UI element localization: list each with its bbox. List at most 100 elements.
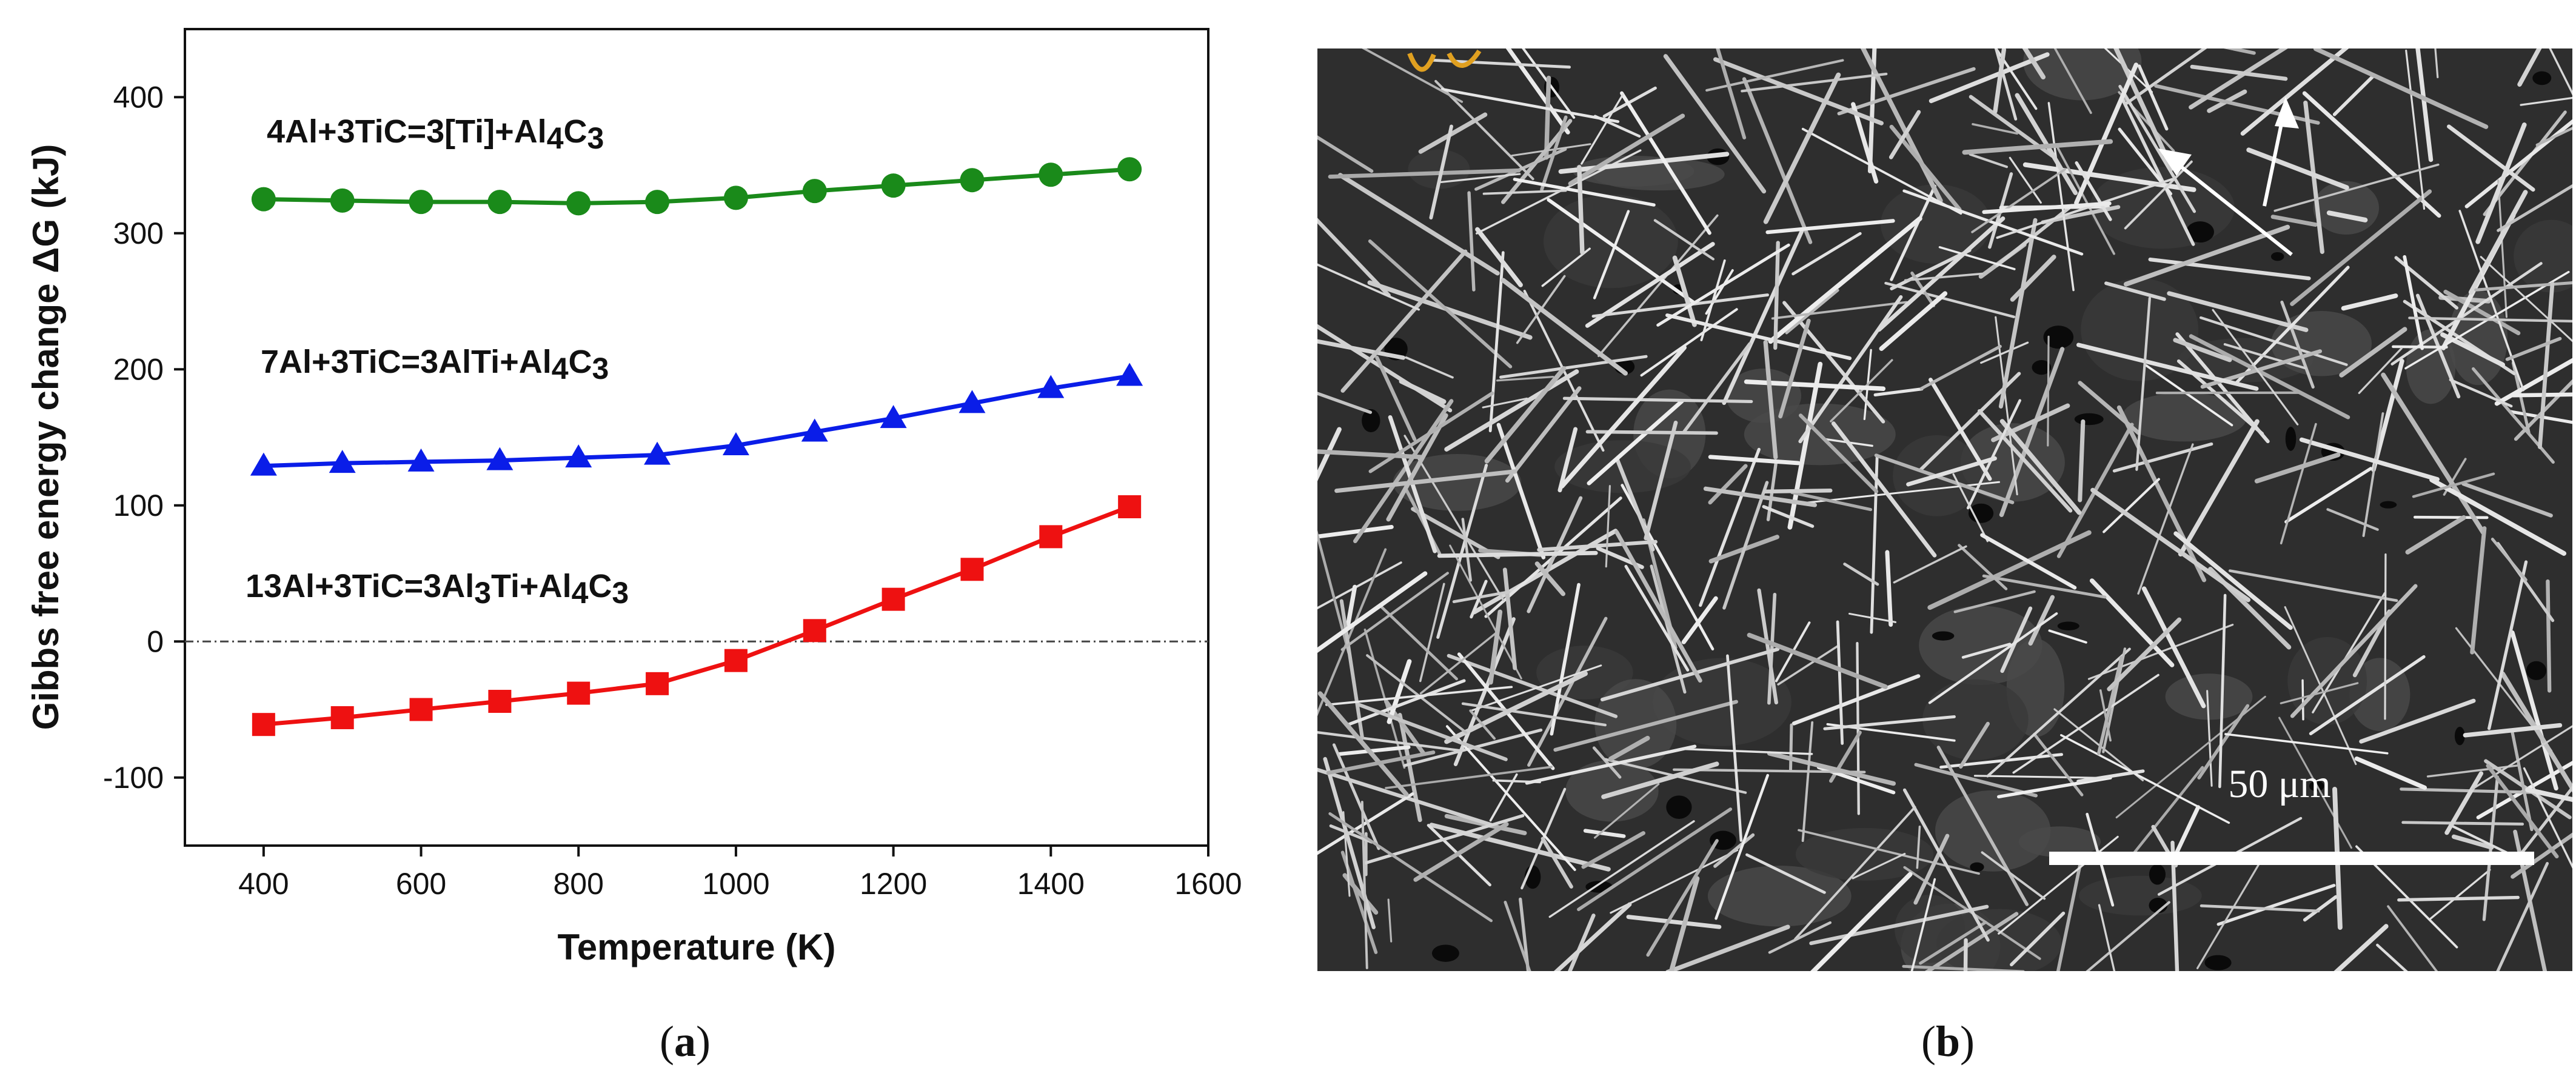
needle-443 (2538, 281, 2555, 449)
needle-444 (1726, 654, 1743, 842)
needle-107 (2112, 442, 2213, 473)
needle-359 (1801, 127, 1962, 215)
needle-263 (1379, 605, 1458, 681)
needle-51 (2429, 869, 2491, 920)
needle-280 (1938, 246, 2016, 270)
needle-350 (1997, 776, 2112, 799)
needle-511 (1928, 612, 2058, 704)
needle-375 (1525, 744, 1697, 785)
needle-456 (1541, 837, 1573, 889)
needle-307 (2273, 163, 2440, 212)
needle-48 (1499, 355, 1648, 379)
pore-24 (2149, 898, 2168, 913)
needle-98 (1884, 281, 2016, 318)
orange-mark (1407, 49, 1482, 72)
needle-276 (2173, 531, 2293, 630)
needle-165 (2500, 671, 2572, 793)
micrograph-texture (1317, 48, 2572, 971)
needle-393 (1534, 561, 1565, 596)
needle-18 (2284, 467, 2373, 524)
plot-frame (184, 28, 1209, 847)
needle-22 (1522, 48, 1576, 119)
needle-29 (1973, 775, 2096, 779)
needle-322 (2224, 733, 2389, 755)
needle-156 (1387, 898, 1393, 943)
needle-217 (1387, 659, 1412, 724)
x-tick-label-3: 1000 (702, 867, 769, 901)
x-tick-label-2: 800 (554, 867, 604, 901)
needle-339 (2429, 477, 2567, 556)
needle-472 (1340, 572, 1449, 651)
needle-371 (1763, 72, 1841, 224)
needle-191 (2278, 716, 2353, 849)
needle-299 (2468, 190, 2528, 295)
needle-62 (2359, 698, 2476, 744)
series-1-point-7 (801, 418, 828, 442)
needle-390 (2124, 160, 2193, 230)
needle-435 (2358, 347, 2403, 395)
needle-381 (1591, 293, 1769, 318)
needle-372 (2403, 255, 2424, 350)
needle-133 (1429, 823, 1611, 872)
needle-0 (2476, 761, 2572, 820)
needle-495 (2397, 895, 2520, 902)
grain-10 (2122, 392, 2247, 442)
needle-421 (1848, 612, 1897, 623)
needle-494 (1716, 48, 1747, 140)
grain-25 (1919, 606, 2042, 686)
needle-514 (1982, 201, 2112, 215)
needle-464 (1405, 356, 1454, 379)
needle-392 (1681, 342, 1751, 435)
needle-245 (1500, 278, 1628, 376)
needle-122 (1399, 379, 1447, 404)
needle-345 (1963, 938, 1968, 971)
needle-219 (1541, 247, 1591, 287)
needle-72 (1447, 653, 1618, 718)
needle-289 (1444, 671, 1588, 744)
needle-211 (2333, 924, 2389, 971)
needle-368 (2299, 437, 2440, 482)
needle-412 (2000, 606, 2033, 673)
needle-99 (2475, 122, 2527, 244)
needle-504 (2212, 309, 2299, 426)
needle-227 (1550, 583, 1581, 736)
series-2-point-11 (1118, 495, 1142, 518)
needle-234 (1852, 852, 1906, 880)
needle-325 (2047, 102, 2075, 292)
needle-369 (2089, 578, 2175, 667)
needle-69 (2056, 852, 2084, 971)
needle-463 (2076, 769, 2145, 783)
needle-254 (1885, 550, 1893, 627)
chart-panel: 400 600 800 1000 1200 1400 1600 -100 0 100 200 300 4… (25, 28, 1242, 1066)
needle-285 (2523, 767, 2572, 869)
needle-310 (1809, 904, 1989, 946)
needle-137 (1317, 524, 1394, 539)
needle-278 (1470, 579, 1488, 619)
needle-261 (1762, 505, 1815, 528)
scale-bar-label: 50 μm (2228, 762, 2330, 806)
needle-492 (2254, 452, 2341, 484)
needle-158 (1843, 563, 1879, 586)
needle-238 (2190, 64, 2288, 81)
needle-308 (1568, 113, 1685, 186)
series-1-point-10 (1037, 375, 1065, 398)
needle-24 (2178, 419, 2260, 556)
series-2-point-10 (1039, 525, 1063, 549)
needle-306 (1366, 654, 1468, 734)
needle-224 (2401, 821, 2524, 826)
needle-388 (2076, 342, 2259, 391)
needle-395 (1317, 691, 1409, 797)
needle-250 (1644, 420, 1678, 541)
needle-118 (1436, 464, 1488, 639)
needle-431 (1762, 489, 1833, 494)
needle-418 (1790, 490, 1873, 512)
needle-477 (1482, 397, 1528, 409)
needle-499 (1646, 839, 1719, 957)
needle-290 (2102, 647, 2127, 753)
series-line-0 (263, 167, 1130, 205)
x-axis-title: Temperature (K) (558, 927, 836, 967)
needle-23 (2511, 361, 2531, 435)
needle-316 (1488, 609, 1503, 685)
needle-279 (2223, 343, 2306, 370)
